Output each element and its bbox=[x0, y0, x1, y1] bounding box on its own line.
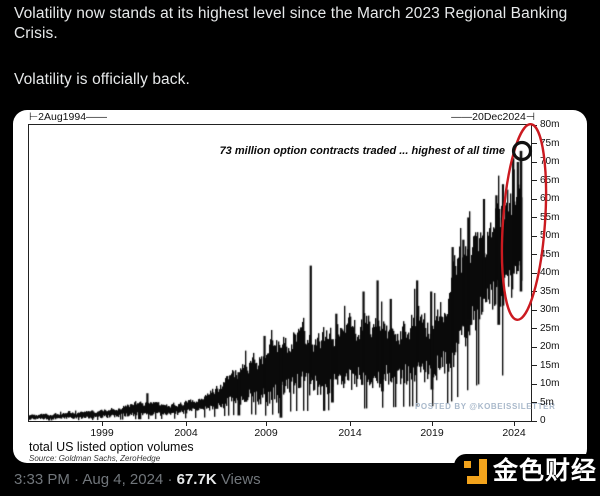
x-tick-label: 2019 bbox=[420, 427, 444, 439]
y-tick-mark bbox=[532, 124, 537, 126]
y-tick-label: 0 bbox=[540, 415, 546, 426]
views-count: 67.7K bbox=[176, 471, 217, 488]
tweet-meta-row: 3:33 PM · Aug 4, 2024 · 67.7K Views bbox=[14, 471, 261, 488]
chart-annotation: 73 million option contracts traded ... h… bbox=[219, 145, 505, 157]
y-tick-label: 75m bbox=[540, 137, 560, 149]
tweet-text: Volatility now stands at its highest lev… bbox=[14, 4, 588, 90]
y-tick-mark bbox=[532, 254, 537, 255]
x-tick-mark bbox=[513, 422, 515, 426]
tweet-paragraph-2: Volatility is officially back. bbox=[14, 71, 190, 88]
x-tick-mark bbox=[185, 422, 187, 426]
y-tick-label: 80m bbox=[540, 119, 560, 130]
meta-separator: · bbox=[163, 471, 177, 488]
jinse-icon-dot bbox=[463, 461, 471, 468]
poster-watermark: POSTED BY @KOBEISSILETTER bbox=[415, 402, 556, 411]
y-tick-mark bbox=[532, 420, 537, 422]
volume-bars-canvas bbox=[29, 125, 531, 421]
y-tick-label: 60m bbox=[540, 193, 560, 204]
x-tick-label: 2024 bbox=[502, 427, 526, 439]
y-tick-label: 55m bbox=[540, 211, 560, 223]
x-tick-label: 2009 bbox=[254, 427, 278, 439]
y-tick-label: 65m bbox=[540, 174, 560, 186]
y-tick-label: 15m bbox=[540, 359, 560, 371]
chart-end-date-label: ——20Dec2024⊣ bbox=[451, 111, 535, 123]
y-tick-label: 10m bbox=[540, 378, 560, 389]
tweet-paragraph-1: Volatility now stands at its highest lev… bbox=[14, 5, 568, 42]
chart-plot-area: 73 million option contracts traded ... h… bbox=[28, 124, 555, 422]
y-tick-label: 25m bbox=[540, 322, 560, 334]
y-tick-mark bbox=[532, 346, 537, 348]
y-tick-label: 70m bbox=[540, 156, 560, 167]
y-tick-label: 20m bbox=[540, 341, 560, 352]
timestamp[interactable]: 3:33 PM · Aug 4, 2024 bbox=[14, 471, 164, 488]
x-tick-mark bbox=[265, 422, 267, 426]
y-tick-mark bbox=[532, 309, 537, 311]
views-label: Views bbox=[216, 471, 261, 488]
y-tick-mark bbox=[532, 198, 537, 200]
y-tick-mark bbox=[532, 272, 537, 274]
y-tick-mark bbox=[532, 235, 537, 237]
y-tick-label: 30m bbox=[540, 304, 560, 315]
y-tick-mark bbox=[532, 365, 537, 366]
y-tick-mark bbox=[532, 383, 537, 385]
chart-media-card[interactable]: ⊢2Aug1994—— ——20Dec2024⊣ 73 million opti… bbox=[13, 110, 587, 463]
jinse-finance-logo: 金色财经 bbox=[453, 454, 600, 489]
y-tick-label: 40m bbox=[540, 267, 560, 278]
y-tick-mark bbox=[532, 161, 537, 163]
y-tick-label: 45m bbox=[540, 248, 560, 260]
y-tick-mark bbox=[532, 143, 537, 144]
x-tick-label: 2014 bbox=[338, 427, 362, 439]
x-tick-mark bbox=[349, 422, 351, 426]
chart-title: total US listed option volumes bbox=[29, 440, 194, 454]
jinse-wordmark: 金色财经 bbox=[492, 457, 597, 485]
y-tick-label: 50m bbox=[540, 230, 560, 241]
jinse-icon-vertical-bar bbox=[478, 459, 487, 484]
x-tick-label: 2004 bbox=[174, 427, 198, 439]
y-tick-mark bbox=[532, 291, 537, 292]
x-tick-label: 1999 bbox=[90, 427, 114, 439]
x-tick-mark bbox=[101, 422, 103, 426]
y-tick-mark bbox=[532, 217, 537, 218]
chart-start-date-label: ⊢2Aug1994—— bbox=[29, 111, 108, 123]
y-tick-mark bbox=[532, 180, 537, 181]
y-tick-mark bbox=[532, 328, 537, 329]
x-tick-mark bbox=[431, 422, 433, 426]
chart-source: Source: Goldman Sachs, ZeroHedge bbox=[29, 454, 161, 463]
y-tick-label: 35m bbox=[540, 285, 560, 297]
jinse-icon bbox=[463, 459, 487, 484]
jinse-icon-horizontal-bar bbox=[466, 476, 481, 484]
